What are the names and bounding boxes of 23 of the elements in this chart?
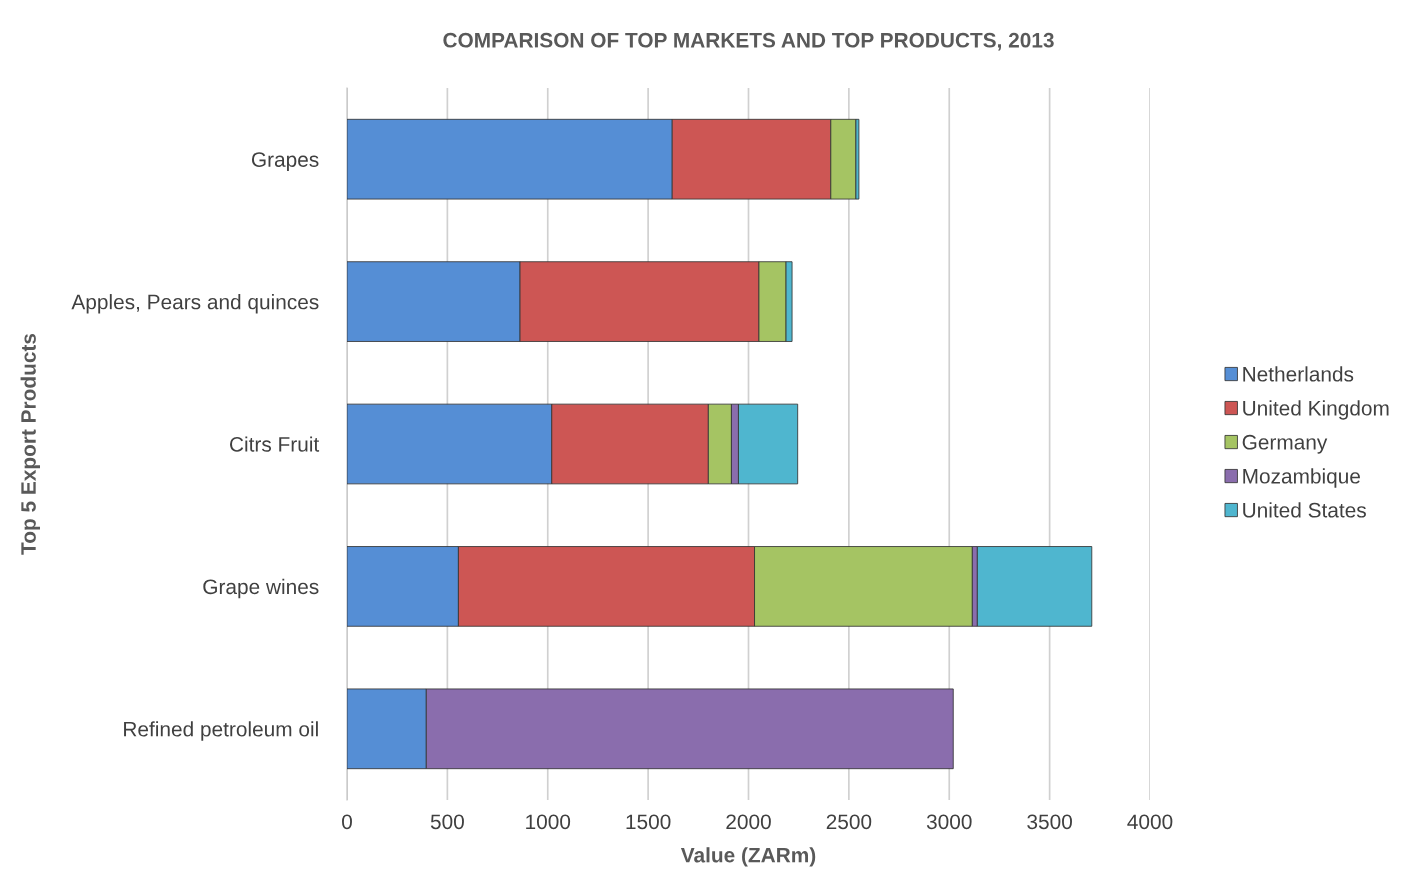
y-tick-label: Grapes [251,152,319,172]
legend-label: Netherlands [1243,366,1354,382]
x-tick-label: 3000 [926,814,972,830]
x-tick-label: 4000 [1127,814,1173,830]
y-tick-label: Citrs Fruit [230,436,320,452]
y-axis-title: Top 5 Export Products [20,333,40,555]
x-axis-title: Value (ZARm) [680,847,816,867]
x-tick-label: 0 [342,814,352,830]
legend-label: United Kingdom [1243,400,1389,420]
x-tick-label: 1500 [626,814,671,830]
x-tick-label: 2000 [726,814,771,830]
y-tick-label: Refined petroleum oil [124,721,318,741]
chart-title: COMPARISON OF TOP MARKETS AND TOP PRODUCTS, 2013 [443,32,1054,51]
bar [976,546,1093,627]
x-tick-label: 2500 [826,814,872,830]
x-tick-label: 1000 [526,814,571,830]
legend-label: United States [1243,502,1366,518]
x-tick-label: 3500 [1027,814,1072,830]
y-tick-label: Apples, Pears and quinces [71,294,319,314]
x-tick-label: 500 [430,814,464,830]
y-tick-label: Grape wines [203,578,319,599]
legend-label: Germany [1242,434,1328,454]
legend-label: Mozambique [1243,468,1360,488]
